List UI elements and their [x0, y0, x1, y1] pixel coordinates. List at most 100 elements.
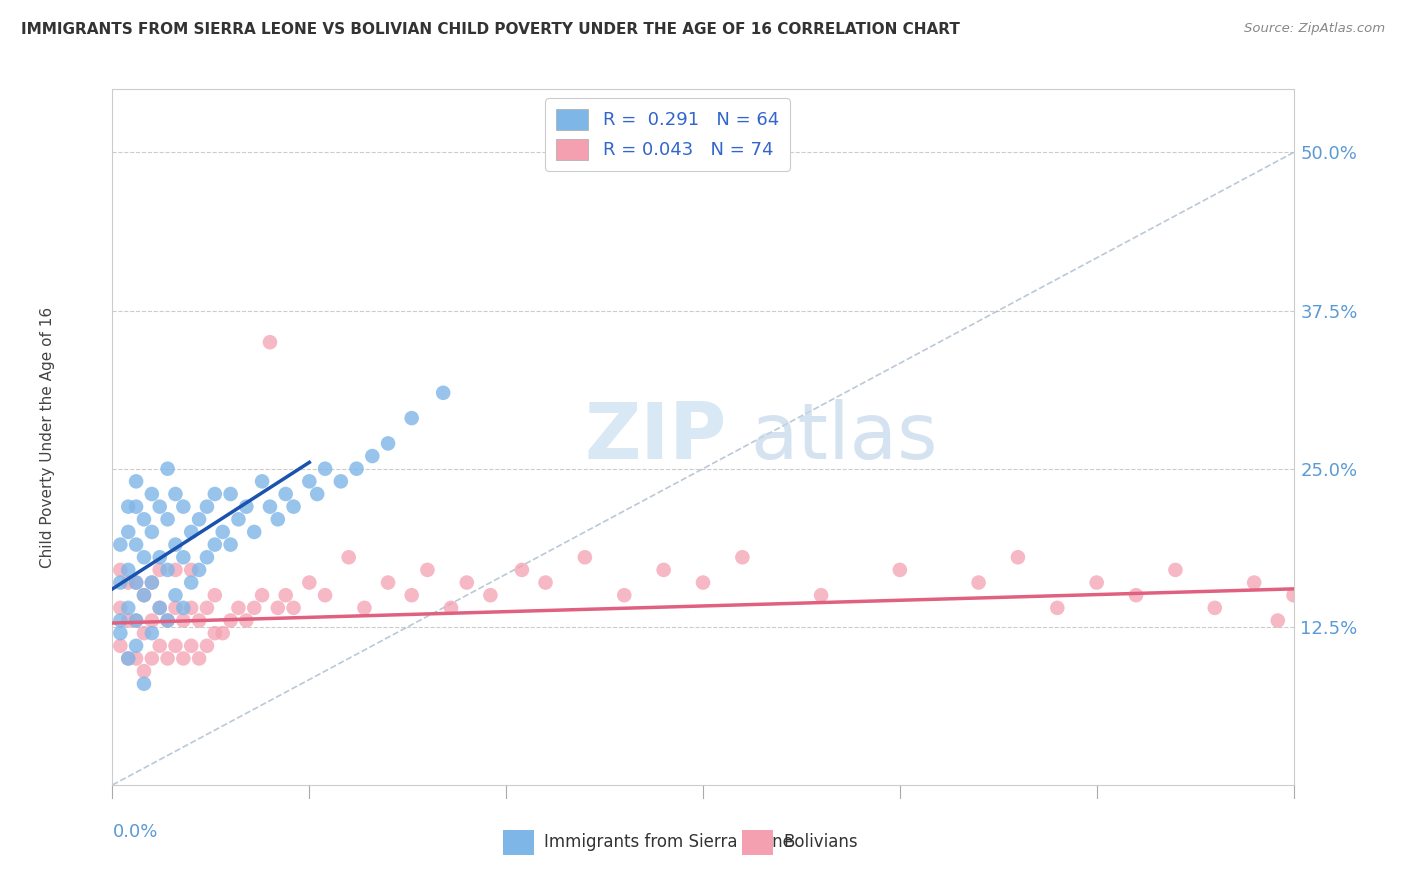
Point	[307, 487, 329, 501]
Point	[156, 614, 179, 628]
Point	[361, 449, 384, 463]
Point	[889, 563, 911, 577]
Point	[149, 600, 172, 615]
Point	[967, 575, 990, 590]
Point	[125, 538, 148, 552]
Point	[432, 385, 454, 400]
Point	[149, 600, 172, 615]
Point	[141, 524, 163, 539]
Point	[132, 626, 155, 640]
Point	[165, 588, 187, 602]
Point	[180, 524, 202, 539]
Point	[274, 588, 297, 602]
Point	[416, 563, 439, 577]
Point	[180, 639, 202, 653]
Point	[117, 500, 139, 514]
Point	[156, 563, 179, 577]
Point	[1267, 614, 1289, 628]
Text: Bolivians: Bolivians	[783, 833, 858, 851]
Point	[117, 651, 139, 665]
Point	[149, 550, 172, 565]
Point	[243, 524, 266, 539]
Point	[156, 461, 179, 475]
Point	[180, 575, 202, 590]
Point	[110, 614, 132, 628]
Point	[1164, 563, 1187, 577]
Point	[125, 575, 148, 590]
Point	[156, 651, 179, 665]
Point	[1007, 550, 1029, 565]
Point	[141, 614, 163, 628]
Point	[125, 614, 148, 628]
Point	[125, 639, 148, 653]
Point	[692, 575, 714, 590]
Point	[377, 436, 399, 450]
Point	[188, 512, 211, 526]
Point	[156, 614, 179, 628]
Text: atlas: atlas	[751, 399, 938, 475]
Point	[180, 600, 202, 615]
Point	[204, 626, 226, 640]
Point	[613, 588, 636, 602]
Point	[283, 500, 305, 514]
Point	[188, 563, 211, 577]
Point	[132, 550, 155, 565]
Point	[125, 651, 148, 665]
Point	[110, 575, 132, 590]
Point	[235, 614, 257, 628]
Point	[110, 639, 132, 653]
Point	[125, 475, 148, 489]
Point	[149, 563, 172, 577]
Point	[228, 512, 250, 526]
Point	[219, 538, 242, 552]
Point	[204, 487, 226, 501]
Point	[141, 487, 163, 501]
Point	[1085, 575, 1108, 590]
Point	[401, 588, 423, 602]
Point	[110, 563, 132, 577]
Point	[165, 563, 187, 577]
Point	[353, 600, 375, 615]
Point	[574, 550, 596, 565]
Text: Immigrants from Sierra Leone: Immigrants from Sierra Leone	[544, 833, 793, 851]
Point	[117, 651, 139, 665]
Point	[401, 411, 423, 425]
Point	[652, 563, 675, 577]
Point	[250, 475, 273, 489]
Point	[149, 639, 172, 653]
Point	[117, 563, 139, 577]
Point	[204, 538, 226, 552]
Point	[125, 500, 148, 514]
Point	[1282, 588, 1305, 602]
Point	[274, 487, 297, 501]
Point	[534, 575, 557, 590]
Point	[298, 575, 321, 590]
Point	[141, 626, 163, 640]
Point	[172, 500, 194, 514]
Point	[456, 575, 478, 590]
Point	[195, 550, 218, 565]
Legend: R =  0.291   N = 64, R = 0.043   N = 74: R = 0.291 N = 64, R = 0.043 N = 74	[546, 98, 790, 170]
Point	[259, 335, 281, 350]
Point	[165, 600, 187, 615]
Point	[267, 600, 290, 615]
Point	[180, 563, 202, 577]
Point	[1298, 600, 1320, 615]
Point	[110, 626, 132, 640]
Point	[283, 600, 305, 615]
Point	[314, 588, 336, 602]
Text: Source: ZipAtlas.com: Source: ZipAtlas.com	[1244, 22, 1385, 36]
Point	[479, 588, 502, 602]
Point	[329, 475, 352, 489]
Point	[346, 461, 368, 475]
Point	[337, 550, 360, 565]
Point	[172, 550, 194, 565]
Point	[141, 651, 163, 665]
Point	[165, 538, 187, 552]
Point	[172, 614, 194, 628]
Point	[250, 588, 273, 602]
Text: IMMIGRANTS FROM SIERRA LEONE VS BOLIVIAN CHILD POVERTY UNDER THE AGE OF 16 CORRE: IMMIGRANTS FROM SIERRA LEONE VS BOLIVIAN…	[21, 22, 960, 37]
Point	[731, 550, 754, 565]
Point	[165, 487, 187, 501]
Point	[211, 524, 233, 539]
